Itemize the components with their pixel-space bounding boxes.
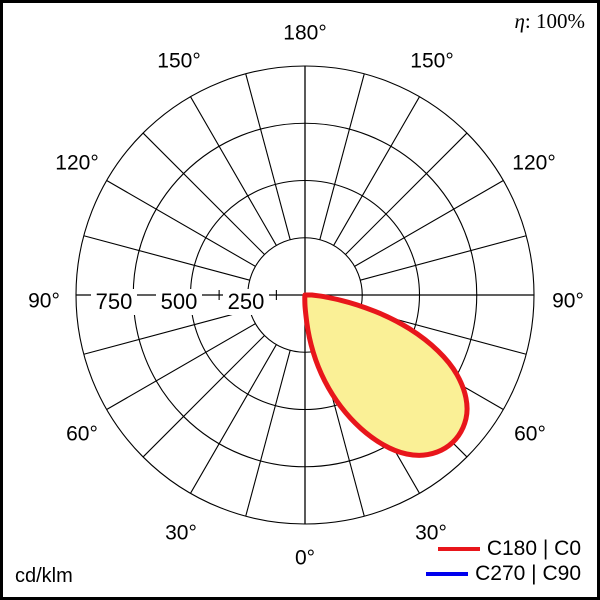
grid-spoke-45 [142, 335, 265, 458]
radial-label-bg-0 [91, 289, 137, 315]
angle-label-0: 0° [295, 547, 315, 570]
angle-label-6: 90° [552, 290, 584, 313]
angle-label-3: 60° [66, 423, 98, 446]
efficiency-value: 100% [536, 9, 585, 33]
angle-label-2: 30° [415, 522, 447, 545]
grid-spoke-195 [319, 73, 365, 240]
legend-label-c180-c0: C180 | C0 [486, 536, 581, 560]
grid-spoke-240 [354, 180, 504, 267]
radial-label-250: 250 [228, 289, 265, 314]
grid-spoke-225 [345, 132, 468, 255]
grid-spoke-105 [83, 235, 250, 281]
legend-swatch-c270-c90 [426, 571, 469, 576]
grid-spoke-135 [142, 132, 265, 255]
angle-label-1: 30° [165, 522, 197, 545]
grid-spoke-75 [83, 309, 250, 355]
legend: C180 | C0 C270 | C90 [426, 537, 581, 585]
efficiency-label: η: 100% [514, 9, 585, 34]
polar-chart-canvas: 0° 30° 30° 60° 60° 90° 90° 120° 120° 150° 150° 180°… [28, 22, 584, 570]
grid-spoke-210 [333, 96, 420, 246]
radial-label-500: 500 [161, 289, 198, 314]
grid-spoke-255 [360, 235, 527, 281]
angle-label-10: 150° [410, 50, 453, 73]
radial-label-bg-1 [156, 289, 202, 315]
legend-item-c270-c90[interactable]: C270 | C90 [426, 562, 581, 585]
angle-label-11: 180° [283, 22, 326, 45]
radial-label-bg-2 [223, 289, 269, 315]
curve-c180-c0 [302, 292, 470, 458]
radial-label-750: 750 [96, 289, 133, 314]
legend-label-c270-c90: C270 | C90 [475, 561, 581, 585]
legend-item-c180-c0[interactable]: C180 | C0 [437, 536, 581, 560]
grid-spoke-15 [245, 350, 291, 517]
angle-label-4: 60° [514, 423, 546, 446]
intensity-curves [302, 292, 470, 458]
axis-labels: 0° 30° 30° 60° 60° 90° 90° 120° 120° 150° 150° 180°… [28, 22, 584, 570]
grid-spoke-150 [190, 96, 277, 246]
angle-label-9: 150° [157, 50, 200, 73]
angle-label-5: 90° [28, 290, 60, 313]
grid-spoke-60 [106, 323, 256, 410]
angle-label-8: 120° [512, 152, 555, 175]
grid-spoke-30 [190, 344, 277, 494]
legend-swatch-c180-c0 [437, 546, 480, 551]
unit-label: cd/klm [15, 565, 73, 587]
angle-label-7: 120° [55, 152, 98, 175]
grid-spoke-120 [106, 180, 256, 267]
efficiency-value-text: : [524, 9, 536, 33]
grid-spoke-165 [245, 73, 291, 240]
eta-symbol: η [514, 9, 525, 33]
